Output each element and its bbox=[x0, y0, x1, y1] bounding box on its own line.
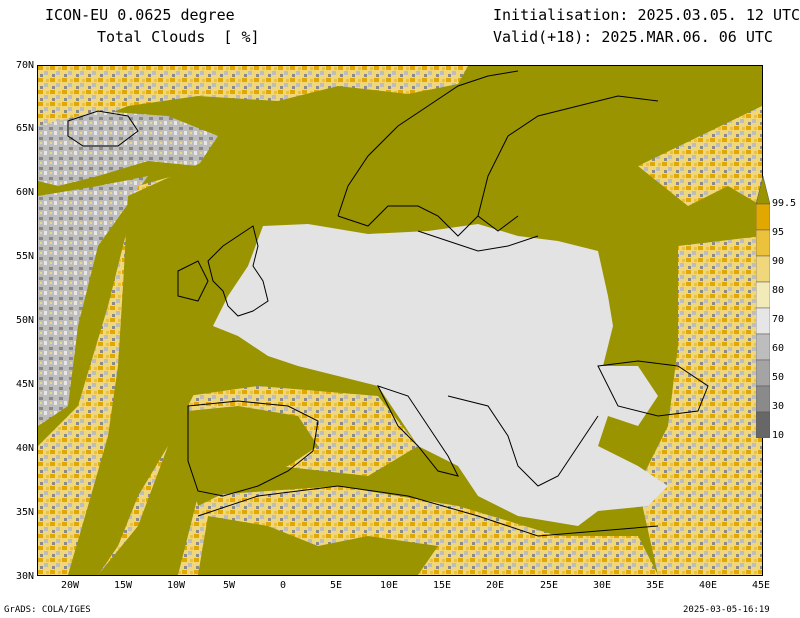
colorbar-label-95: 95 bbox=[772, 227, 785, 238]
coastlines bbox=[67, 70, 709, 537]
lon-label-40e: 40E bbox=[698, 580, 718, 591]
lon-label-10w: 10W bbox=[166, 580, 186, 591]
coast-balkans bbox=[447, 395, 599, 487]
lon-label-5w: 5W bbox=[222, 580, 236, 591]
colorbar-label-80: 80 bbox=[772, 285, 785, 296]
partial-cloud-iceland bbox=[38, 111, 218, 186]
cloud-map bbox=[37, 65, 763, 576]
lat-label-60n: 60N bbox=[15, 187, 34, 198]
colorbar-segment bbox=[756, 229, 770, 257]
lat-label-65n: 65N bbox=[15, 123, 34, 134]
lon-label-45e: 45E bbox=[751, 580, 771, 591]
colorbar-segment bbox=[756, 333, 770, 361]
lat-label-50n: 50N bbox=[15, 315, 34, 326]
lon-label-15e: 15E bbox=[432, 580, 452, 591]
colorbar-segment bbox=[756, 411, 770, 438]
lon-label-30e: 30E bbox=[592, 580, 612, 591]
valid-time: Valid(+18): 2025.MAR.06. 06 UTC bbox=[493, 28, 773, 46]
colorbar-label-30: 30 bbox=[772, 401, 785, 412]
partial-cloud-east bbox=[638, 106, 762, 206]
clear-sky-region bbox=[213, 224, 668, 526]
footer-software: GrADS: COLA/IGES bbox=[4, 605, 91, 615]
colorbar-label-90: 90 bbox=[772, 256, 785, 267]
cloud-sahara bbox=[198, 516, 438, 575]
coast-iberia bbox=[187, 400, 319, 497]
init-time: Initialisation: 2025.03.05. 12 UTC bbox=[493, 6, 800, 24]
lat-label-45n: 45N bbox=[15, 379, 34, 390]
coast-black-sea bbox=[597, 360, 709, 417]
colorbar-segment bbox=[756, 385, 770, 413]
coast-british-isles bbox=[177, 225, 269, 317]
colorbar-label-70: 70 bbox=[772, 314, 785, 325]
colorbar-segment bbox=[756, 281, 770, 309]
lat-label-40n: 40N bbox=[15, 443, 34, 454]
colorbar-segments bbox=[756, 203, 770, 438]
colorbar-label-10: 10 bbox=[772, 430, 785, 441]
partial-cloud-atlantic bbox=[38, 176, 148, 426]
lat-label-55n: 55N bbox=[15, 251, 34, 262]
coast-baltic bbox=[417, 230, 539, 252]
cloud-iberia bbox=[188, 406, 318, 506]
lon-label-10e: 10E bbox=[379, 580, 399, 591]
model-title: ICON-EU 0.0625 degree bbox=[45, 6, 235, 24]
lon-label-5e: 5E bbox=[329, 580, 343, 591]
colorbar-segment bbox=[756, 307, 770, 335]
lat-label-30n: 30N bbox=[15, 571, 34, 582]
lat-label-35n: 35N bbox=[15, 507, 34, 518]
lon-label-20w: 20W bbox=[60, 580, 80, 591]
colorbar-segment bbox=[756, 255, 770, 283]
lon-label-20e: 20E bbox=[485, 580, 505, 591]
colorbar-label-99-5: 99.5 bbox=[772, 198, 797, 209]
partial-cloud-north bbox=[38, 66, 468, 136]
lon-label-25e: 25E bbox=[539, 580, 559, 591]
footer-timestamp: 2025-03-05-16:19 bbox=[683, 605, 770, 615]
colorbar-label-50: 50 bbox=[772, 372, 785, 383]
cloud-map-svg bbox=[38, 66, 762, 575]
lon-label-35e: 35E bbox=[645, 580, 665, 591]
colorbar-segment bbox=[756, 359, 770, 387]
lon-label-15w: 15W bbox=[113, 580, 133, 591]
colorbar-segment bbox=[756, 203, 770, 231]
coast-iceland bbox=[67, 110, 139, 147]
lat-label-70n: 70N bbox=[15, 60, 34, 71]
lon-label-0: 0 bbox=[279, 580, 287, 591]
variable-title: Total Clouds [ %] bbox=[97, 28, 260, 46]
colorbar-label-60: 60 bbox=[772, 343, 785, 354]
coast-north-africa bbox=[197, 485, 659, 537]
coast-italy bbox=[377, 385, 459, 477]
coast-scandinavia bbox=[337, 70, 659, 237]
colorbar-top-arrow bbox=[756, 176, 770, 205]
colorbar bbox=[756, 176, 770, 438]
cloud-atlantic-band bbox=[68, 146, 278, 575]
